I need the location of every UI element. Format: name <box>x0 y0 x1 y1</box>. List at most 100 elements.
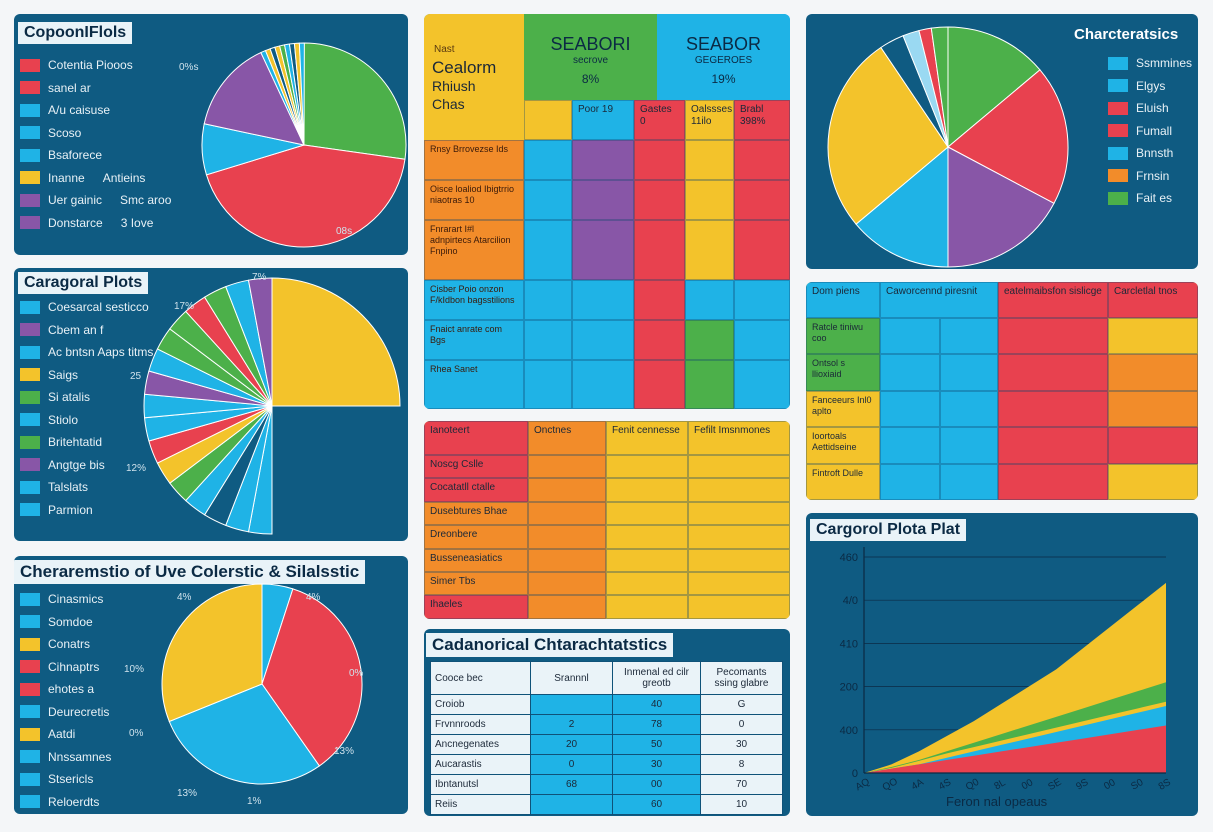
table-cell <box>880 390 940 428</box>
table-cell <box>606 572 688 596</box>
legend-swatch <box>20 390 40 404</box>
legend-label: Bnnsth <box>1136 146 1174 161</box>
legend-sub-label: Smc aroo <box>120 193 172 208</box>
legend-item: sanel ar <box>20 77 171 100</box>
x-tick-label: 00 <box>1102 777 1118 792</box>
table-cell <box>572 360 634 409</box>
panel-caragoral-plots: Caragoral Plots Coesarcal sesticco Cbem a… <box>14 268 408 541</box>
table-cell <box>940 390 998 428</box>
legend-swatch <box>20 103 40 117</box>
legend-swatch <box>20 637 40 651</box>
pct-label: 10% <box>124 664 145 675</box>
table-cell <box>606 501 688 526</box>
pie-chart <box>161 583 363 785</box>
pie-slice-blue <box>855 145 949 268</box>
legend-swatch <box>1108 101 1128 115</box>
table-cell <box>524 180 572 220</box>
legend-item: ehotes a <box>20 678 111 701</box>
header-cell: Ianoteert <box>424 421 528 455</box>
pct-label: 0% <box>129 728 144 739</box>
row-label: Fnrarart I#l adnpirtecs Atarcilion Fnpin… <box>424 220 524 280</box>
table-cell <box>528 478 606 502</box>
legend-swatch <box>20 480 40 494</box>
table-cell <box>634 220 685 280</box>
header-2: SEABOR GEGEROES 19% <box>657 14 790 100</box>
pct-label: 17% <box>174 301 195 312</box>
table-cell <box>880 318 940 355</box>
legend-label: Cotentia Piooos <box>48 58 133 73</box>
table-cell <box>1108 318 1198 355</box>
legend-item: Stiolo <box>20 409 153 432</box>
table-cell <box>685 360 734 409</box>
panel-title: Cheraremstio of Uve Colerstic & Silalsst… <box>14 560 366 584</box>
data-table: Cooce bec Srannnl Inmenal ed cilr greotb Pe… <box>430 661 783 815</box>
legend-swatch <box>1108 146 1128 160</box>
panel-title: CopoonIFlols <box>18 22 133 44</box>
legend-swatch <box>20 727 40 741</box>
table-cell <box>634 140 685 180</box>
table-cell <box>524 360 572 409</box>
row-label: Noscg Cslle <box>424 455 528 479</box>
table-header-cell: Pecomants ssing glabre <box>700 661 783 695</box>
legend-sub-label: 3 Iove <box>120 215 154 230</box>
table-cell <box>685 280 734 320</box>
table-cell: 30 <box>700 734 783 755</box>
legend-swatch <box>20 795 40 809</box>
legend: Cinasmics Somdoe Conatrs Cihnaptrs ehotes a D… <box>20 588 111 813</box>
table-cell <box>634 180 685 220</box>
table-cell <box>880 354 940 391</box>
pie-slice-thin <box>298 42 305 146</box>
legend-item: Frnsin <box>1108 165 1192 188</box>
table-row: Ibntanutsl 68 00 70 <box>430 774 783 795</box>
pct-label: 0% <box>349 668 364 679</box>
x-axis-label: Feron nal opeaus <box>946 794 1048 809</box>
header-cell: Carcletlal tnos <box>1108 282 1198 318</box>
table-cell <box>530 694 613 715</box>
legend-swatch <box>20 592 40 606</box>
legend-swatch <box>1108 56 1128 70</box>
table-cell <box>606 548 688 572</box>
row-label: Ratcle tiniwu coo <box>806 318 880 355</box>
legend-swatch <box>20 435 40 449</box>
table-cell: 50 <box>612 734 701 755</box>
x-tick-label: 4A <box>910 777 926 793</box>
legend-item: Coesarcal sesticco <box>20 296 153 319</box>
legend-item: Stsericls <box>20 768 111 791</box>
table-row: Ancnegenates 20 50 30 <box>430 734 783 755</box>
legend-swatch <box>20 126 40 140</box>
legend-item: Uer gainic Smc aroo <box>20 189 171 212</box>
legend-label: Deurecretis <box>48 704 110 719</box>
pie-slice-yellow <box>827 46 949 225</box>
legend-swatch <box>20 413 40 427</box>
legend-item: A/u caisuse <box>20 99 171 122</box>
table-cell <box>528 572 606 596</box>
panel-characteristics-pie: Cheraremstio of Uve Colerstic & Silalsst… <box>14 556 408 814</box>
table-cell <box>685 140 734 180</box>
legend-label: sanel ar <box>48 80 91 95</box>
header-cell: Fenit cennesse <box>606 421 688 455</box>
legend-item: Bnnsth <box>1108 142 1192 165</box>
table-cell <box>1108 427 1198 464</box>
subheader-cell: Brabl 398% <box>734 100 790 140</box>
table-cell <box>734 220 790 280</box>
table-cell <box>880 463 940 500</box>
legend-label: Cbem an f <box>48 322 104 337</box>
legend-label: Parmion <box>48 502 93 517</box>
table-cell <box>688 478 790 502</box>
table-cell <box>734 280 790 320</box>
row-label: Oisce loaliod Ibigtrrio niaotras 10 <box>424 180 524 220</box>
table-cell <box>998 354 1108 391</box>
table-header-cell: Inmenal ed cilr greotb <box>612 661 701 695</box>
table-cell <box>998 427 1108 464</box>
table-cell <box>688 548 790 572</box>
x-tick-label: 4S <box>937 777 953 793</box>
legend-swatch <box>20 171 40 185</box>
legend-label: Reloerdts <box>48 794 100 809</box>
legend-label: Scoso <box>48 125 82 140</box>
table-cell <box>685 180 734 220</box>
legend-item: Reloerdts <box>20 791 111 814</box>
row-label: Fanceeurs Inl0 aplto <box>806 390 880 428</box>
pie-slice-red <box>261 588 363 767</box>
header-2-title: SEABOR <box>685 34 762 54</box>
